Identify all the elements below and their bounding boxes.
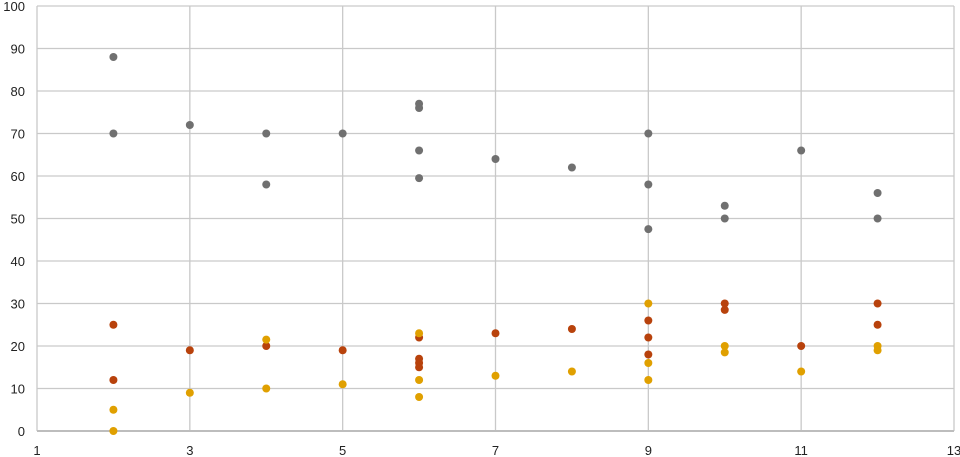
data-point-series-1 [644, 180, 653, 189]
data-point-series-1 [873, 214, 882, 223]
data-point-series-3 [720, 348, 729, 357]
data-point-series-1 [338, 129, 347, 138]
data-point-series-2 [262, 342, 271, 350]
data-point-series-1 [415, 104, 424, 112]
data-point-series-2 [873, 320, 882, 329]
data-point-series-1 [720, 214, 729, 223]
x-tick-label: 13 [947, 443, 960, 457]
data-point-series-2 [491, 329, 500, 338]
data-point-series-2 [567, 325, 576, 333]
x-tick-label: 11 [794, 443, 808, 457]
data-points [109, 53, 882, 435]
x-tick-label: 7 [492, 443, 499, 457]
y-tick-label: 0 [18, 424, 25, 439]
data-point-series-1 [644, 129, 653, 138]
data-point-series-3 [338, 380, 347, 389]
y-tick-label: 20 [11, 339, 25, 354]
data-point-series-1 [720, 201, 729, 210]
x-tick-label: 1 [33, 443, 40, 457]
data-point-series-2 [644, 333, 653, 342]
data-point-series-2 [797, 342, 806, 350]
data-point-series-3 [262, 335, 271, 344]
data-point-series-1 [797, 146, 806, 155]
data-point-series-2 [644, 350, 653, 359]
data-point-series-2 [873, 299, 882, 308]
x-tick-label: 5 [339, 443, 346, 457]
y-tick-label: 60 [11, 169, 25, 184]
data-point-series-2 [644, 316, 653, 325]
y-tick-label: 40 [11, 254, 25, 269]
data-point-series-3 [415, 393, 424, 401]
data-point-series-1 [567, 163, 576, 172]
data-point-series-2 [338, 346, 347, 355]
data-point-series-3 [644, 376, 653, 384]
data-point-series-2 [720, 299, 729, 308]
data-point-series-3 [415, 376, 424, 384]
data-point-series-1 [644, 225, 653, 234]
y-tick-label: 50 [11, 212, 25, 227]
data-point-series-3 [644, 359, 653, 367]
data-point-series-3 [720, 342, 729, 350]
data-point-series-1 [262, 129, 271, 138]
y-tick-label: 100 [3, 0, 25, 14]
data-point-series-1 [491, 155, 500, 163]
data-point-series-2 [415, 363, 424, 372]
x-tick-label: 9 [645, 443, 652, 457]
data-point-series-2 [109, 376, 118, 384]
data-point-series-1 [415, 174, 424, 183]
data-point-series-3 [644, 299, 653, 308]
y-tick-label: 30 [11, 297, 25, 312]
data-point-series-3 [873, 346, 882, 355]
data-point-series-1 [873, 189, 882, 197]
data-point-series-1 [415, 146, 424, 155]
data-point-series-3 [797, 367, 806, 376]
data-point-series-3 [491, 371, 500, 380]
y-tick-label: 70 [11, 127, 25, 142]
data-point-series-3 [109, 405, 118, 414]
data-point-series-2 [185, 346, 194, 355]
data-point-series-1 [262, 180, 271, 189]
data-point-series-2 [109, 320, 118, 329]
data-point-series-3 [415, 329, 424, 338]
y-tick-label: 10 [11, 382, 25, 397]
data-point-series-2 [720, 305, 729, 314]
gridlines [36, 5, 955, 432]
data-point-series-1 [109, 129, 118, 138]
y-tick-label: 90 [11, 42, 25, 57]
data-point-series-3 [567, 367, 576, 376]
data-point-series-1 [185, 121, 194, 129]
x-tick-label: 3 [186, 443, 193, 457]
data-point-series-3 [262, 384, 271, 393]
data-point-series-3 [185, 388, 194, 397]
y-tick-label: 80 [11, 84, 25, 99]
data-point-series-3 [109, 427, 118, 435]
data-point-series-1 [109, 53, 118, 61]
